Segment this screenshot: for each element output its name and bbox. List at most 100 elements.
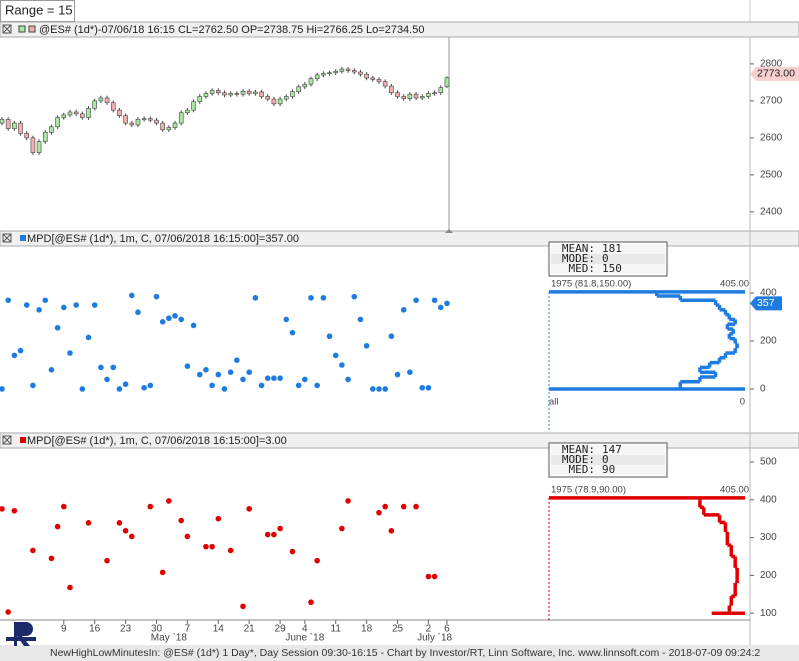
point	[215, 371, 222, 378]
y-tick-label: 2800	[760, 59, 783, 70]
point	[227, 547, 234, 554]
stats-row	[551, 264, 665, 274]
candle-body	[209, 90, 215, 94]
candle-body	[364, 73, 369, 79]
close-icons[interactable]	[2, 24, 12, 445]
y-tick-label: 100	[760, 608, 777, 619]
point	[252, 295, 259, 301]
candle-body	[172, 122, 178, 128]
point	[116, 386, 123, 392]
y-tick-label: 400	[760, 494, 777, 505]
candle-body	[407, 93, 413, 99]
profile-tick-label: 0	[740, 397, 745, 408]
point	[98, 364, 104, 371]
y-tick-label: 2600	[760, 133, 783, 144]
y-tick-label: 200	[760, 570, 777, 581]
point	[289, 548, 296, 555]
point	[203, 543, 209, 550]
x-tick-label: 11	[331, 624, 342, 635]
point	[104, 557, 110, 564]
point	[388, 333, 395, 340]
candle-body	[265, 96, 271, 100]
stats-label: MEAN:	[562, 242, 595, 255]
candle-body	[333, 70, 339, 74]
point	[54, 325, 61, 331]
candle-body	[73, 111, 79, 115]
point	[394, 371, 401, 378]
point	[196, 371, 203, 378]
profile-label: 1975 (78.9,90.00)	[551, 484, 626, 495]
point	[332, 352, 339, 359]
point	[376, 509, 382, 516]
candle-body	[135, 119, 141, 126]
point	[48, 366, 55, 373]
point	[122, 527, 129, 534]
point	[326, 333, 333, 340]
point	[388, 527, 395, 534]
point	[17, 347, 24, 354]
x-month-label: June `18	[285, 632, 324, 644]
stats-label: MODE:	[562, 453, 595, 466]
candle-body	[253, 91, 258, 94]
x-month-label: May `18	[151, 632, 188, 644]
stats-label: MED:	[569, 463, 596, 476]
point	[147, 503, 154, 510]
candle-body	[358, 71, 363, 75]
point	[308, 599, 314, 606]
candle-body	[185, 109, 190, 114]
candle-body	[117, 109, 122, 116]
point	[11, 352, 18, 359]
point	[147, 382, 154, 389]
point	[264, 375, 271, 381]
stats-value: 90	[602, 463, 615, 476]
x-tick-label: 18	[361, 624, 373, 635]
pane-title: MPD[@ES# (1d*), 1m, C, 07/06/2018 16:15:…	[27, 435, 287, 447]
point	[110, 364, 117, 371]
point	[135, 309, 141, 316]
y-tick-label: 400	[760, 288, 777, 299]
candle-body	[413, 93, 419, 99]
point	[376, 386, 382, 392]
point	[246, 506, 252, 512]
candle-body	[80, 113, 85, 118]
candle-body	[129, 122, 135, 126]
stats-row	[551, 445, 665, 455]
point	[283, 316, 290, 323]
profile-top-label: 405.00	[720, 484, 749, 495]
down-swatch	[28, 25, 36, 33]
candle-body	[246, 90, 252, 94]
point	[413, 297, 419, 304]
series-swatch	[20, 437, 26, 443]
up-swatch	[18, 25, 26, 33]
candle-body	[0, 119, 5, 124]
x-tick-label: 2	[426, 624, 432, 635]
point	[61, 304, 67, 311]
point	[363, 343, 370, 349]
point	[413, 503, 419, 510]
point	[407, 369, 413, 375]
point	[166, 498, 172, 504]
candle-body	[203, 93, 209, 97]
point	[190, 322, 197, 329]
candle-body	[283, 96, 289, 100]
candle-body	[92, 100, 97, 109]
x-tick-label: 29	[275, 624, 287, 635]
series-swatch	[20, 235, 26, 241]
point	[271, 375, 277, 381]
point	[128, 292, 135, 299]
last-value-box	[750, 296, 782, 311]
point	[128, 533, 135, 540]
point	[314, 557, 320, 564]
x-tick-label: 9	[61, 624, 67, 635]
stats-value: 150	[602, 262, 622, 275]
candle-body	[216, 90, 221, 94]
candle-body	[154, 119, 159, 124]
y-tick-label: 2500	[760, 170, 783, 181]
candle-body	[123, 115, 128, 124]
x-tick-label: 30	[151, 624, 163, 635]
point	[240, 376, 246, 383]
candle-body	[259, 91, 264, 97]
point	[345, 498, 351, 504]
pane-title: MPD[@ES# (1d*), 1m, C, 07/06/2018 16:15:…	[27, 233, 299, 245]
